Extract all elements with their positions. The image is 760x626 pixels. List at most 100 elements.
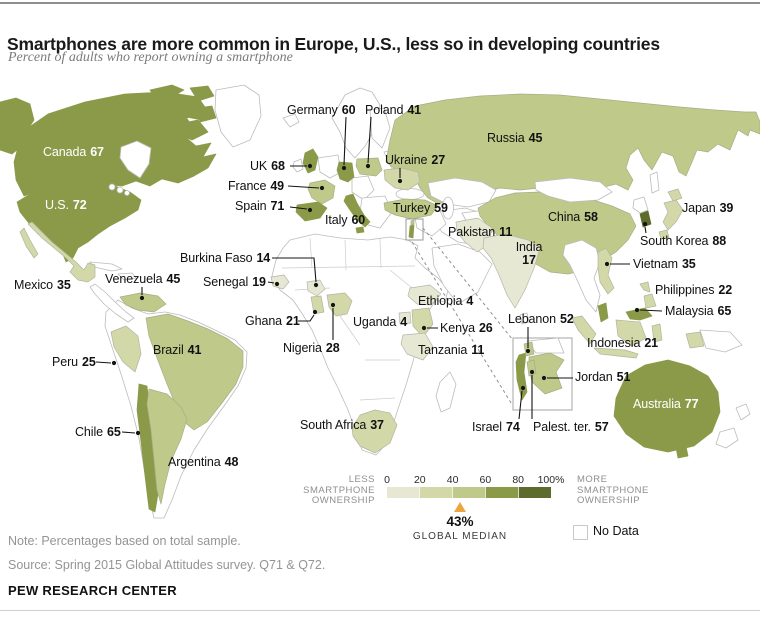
country-label-spain: Spain 71: [235, 199, 285, 213]
country-label-canada: Canada 67: [43, 145, 104, 159]
country-label-senegal: Senegal 19: [203, 275, 266, 289]
map-shape-lebanon-small: [410, 219, 415, 226]
legend-more-label: MORE SMARTPHONE OWNERSHIP: [577, 474, 649, 506]
page-title: Smartphones are more common in Europe, U…: [7, 33, 660, 54]
map-shape-canada-arctic: [149, 84, 217, 141]
country-label-burkina-faso: Burkina Faso 14: [180, 251, 271, 265]
map-shape-brazil: [145, 313, 244, 431]
map-shape-australia: [613, 359, 721, 453]
great-lakes: [108, 183, 116, 191]
caspian-sea: [442, 196, 454, 220]
country-label-poland: Poland 41: [365, 103, 422, 117]
country-label-south-africa: South Africa 37: [300, 418, 384, 432]
country-label-italy: Italy 60: [325, 213, 366, 227]
country-label-australia: Australia 77: [633, 397, 699, 411]
country-label-uk: UK 68: [250, 159, 285, 173]
country-label-china: China 58: [548, 210, 598, 224]
legend-less-label: LESS SMARTPHONE OWNERSHIP: [303, 474, 375, 506]
map-shape-mexico-baja: [19, 227, 39, 259]
global-median-value: 43%: [446, 514, 474, 529]
landmass-greenland: [214, 84, 262, 148]
map-shape-south-africa: [351, 409, 398, 454]
landmass-sakhalin: [649, 171, 660, 194]
page-subtitle: Percent of adults who report owning a sm…: [8, 50, 293, 65]
inset-connector-line: [411, 227, 514, 407]
legend-tick-0: 0: [384, 474, 390, 486]
brand-footer: PEW RESEARCH CENTER: [8, 583, 177, 598]
map-shape-philippines: [639, 281, 657, 309]
map-shape-uk: [302, 148, 319, 174]
country-label-argentina: Argentina 48: [168, 455, 239, 469]
landmass-sri-lanka: [519, 312, 530, 325]
map-shape-argentina: [146, 388, 188, 505]
map-shape-south-korea: [639, 210, 652, 228]
map-shape-tanzania: [400, 332, 434, 361]
country-label-u-s: U.S. 72: [45, 198, 87, 212]
mideast-location-box: [405, 218, 424, 241]
legend-bracket-1: [419, 487, 452, 498]
black-sea: [395, 188, 425, 200]
map-shape-germany: [336, 161, 355, 183]
no-data-label: No Data: [593, 524, 639, 538]
map-shape-japan: [658, 188, 684, 240]
country-label-indonesia: Indonesia 21: [587, 336, 659, 350]
great-lakes: [116, 186, 124, 194]
map-shape-peru: [110, 325, 142, 373]
landmass-central-europe: [317, 154, 342, 179]
great-lakes: [124, 190, 130, 196]
map-shape-alaska: [0, 97, 35, 155]
country-label-malaysia: Malaysia 65: [665, 304, 732, 318]
country-label-germany: Germany 60: [287, 103, 356, 117]
map-shape-ukraine: [383, 167, 421, 191]
leader-lines: [95, 116, 663, 434]
map-shape-india: [482, 233, 541, 309]
country-label-france: France 49: [228, 179, 285, 193]
country-label-jordan: Jordan 51: [575, 370, 631, 384]
leader-dots: [111, 163, 648, 436]
country-label-russia: Russia 45: [487, 131, 543, 145]
map-shape-italy: [343, 193, 371, 234]
country-label-lebanon: Lebanon 52: [508, 312, 574, 326]
legend-bracket-3: [485, 487, 518, 498]
country-label-israel: Israel 74: [472, 420, 520, 434]
country-label-india: India 17: [515, 240, 543, 267]
map-shape-venezuela: [119, 292, 167, 313]
map-shape-france: [307, 179, 336, 205]
hudson-bay: [119, 140, 152, 179]
legend-axis-ticks: 0 20 40 60 80 100%: [384, 474, 564, 486]
map-shape-israel-small: [408, 224, 415, 239]
map-shape-mexico: [27, 221, 96, 283]
map-shape-pakistan: [455, 217, 493, 253]
country-label-vietnam: Vietnam 35: [633, 257, 696, 271]
map-shape-burkina-faso: [306, 279, 326, 297]
source-line: Source: Spring 2015 Global Attitudes sur…: [8, 558, 326, 572]
landmass-iceland: [282, 113, 300, 128]
legend-tick-2: 40: [446, 474, 459, 486]
legend-tick-4: 80: [512, 474, 525, 486]
country-label-brazil: Brazil 41: [153, 343, 202, 357]
no-data-swatch: [573, 525, 588, 540]
landmass-hispaniola: [117, 272, 137, 281]
map-shape-kenya: [411, 307, 434, 338]
map-shape-indonesia: [571, 315, 705, 359]
bottom-rule: [0, 610, 760, 611]
map-shape-vietnam: [597, 247, 615, 295]
landmass-balkans: [351, 175, 375, 201]
country-label-ukraine: Ukraine 27: [385, 153, 446, 167]
global-median-label: GLOBAL MEDIAN: [412, 531, 508, 542]
country-label-palest-ter: Palest. ter. 57: [533, 420, 609, 434]
country-label-kenya: Kenya 26: [440, 321, 493, 335]
landmass-new-guinea: [699, 329, 743, 353]
country-label-tanzania: Tanzania 11: [418, 343, 485, 357]
legend-tick-5: 100%: [537, 474, 565, 486]
map-shape-spain: [295, 201, 328, 222]
top-rule: [0, 2, 760, 4]
landmass-indochina: [562, 239, 601, 313]
landmass-mongolia: [534, 177, 613, 203]
map-shape-uganda: [398, 311, 412, 325]
map-shape-senegal: [270, 274, 290, 290]
country-label-south-korea: South Korea 88: [640, 234, 727, 248]
map-shape-turkey: [383, 198, 439, 220]
